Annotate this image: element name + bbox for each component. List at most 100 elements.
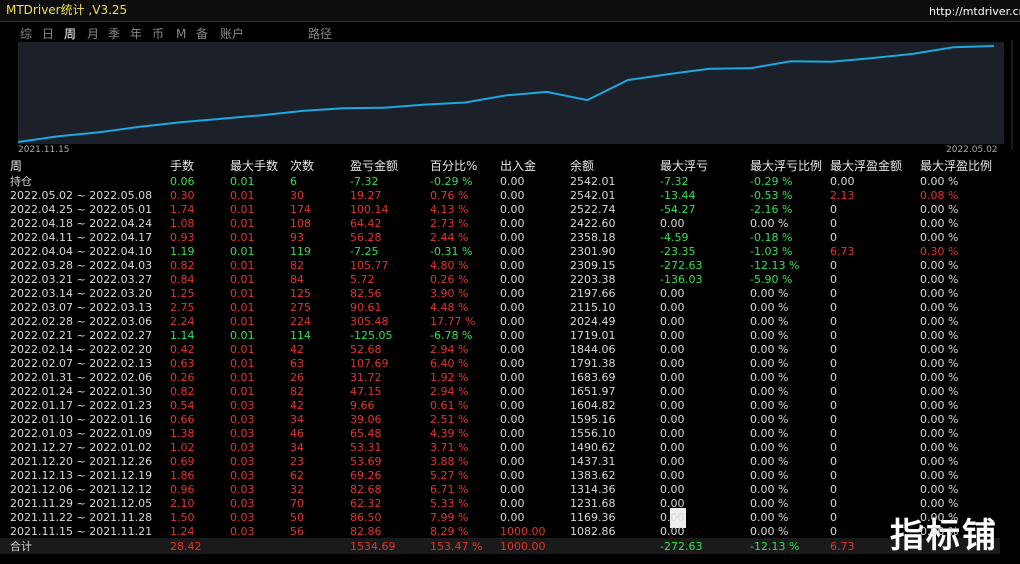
tab[interactable]: 路径 — [308, 27, 333, 41]
row-label: 2022.04.25 ~ 2022.05.01 — [10, 203, 153, 216]
tab[interactable]: M — [176, 27, 187, 41]
cell: 0.00 — [660, 497, 685, 510]
cell: 0.00 % — [750, 315, 789, 328]
cell: 0.03 — [230, 455, 255, 468]
cell: 2301.90 — [570, 245, 616, 258]
row-label: 2022.04.04 ~ 2022.04.10 — [10, 245, 153, 258]
cell: -0.18 % — [750, 231, 793, 244]
cell: 82.68 — [350, 483, 382, 496]
cell: 0 — [830, 441, 837, 454]
cell: 2.94 % — [430, 385, 469, 398]
cell: 0.00 % — [750, 287, 789, 300]
column-header: 余额 — [570, 159, 595, 173]
cell: 1000.00 — [500, 525, 546, 538]
cell: 9.66 — [350, 399, 375, 412]
cell: 0.00 % — [920, 455, 959, 468]
cell: 0 — [830, 287, 837, 300]
tab[interactable]: 综 — [20, 27, 33, 41]
cell: 3.90 % — [430, 287, 469, 300]
column-header: 最大浮亏比例 — [750, 159, 823, 173]
url: http://mtdriver.cn — [929, 5, 1020, 18]
total-cell: 153.47 % — [430, 540, 483, 553]
cell: 1.08 — [170, 217, 195, 230]
cell: 19.27 — [350, 189, 382, 202]
cell: 0.00 % — [920, 441, 959, 454]
cell: 0.00 — [660, 455, 685, 468]
cell: 82 — [290, 259, 304, 272]
tab[interactable]: 年 — [130, 27, 143, 41]
cell: 0.01 — [230, 343, 255, 356]
cell: 0.76 % — [430, 189, 469, 202]
cell: -0.31 % — [430, 245, 473, 258]
cell: 5.27 % — [430, 469, 469, 482]
total-cell: 1000.00 — [500, 540, 546, 553]
cell: 0.42 — [170, 343, 195, 356]
cell: 0.00 — [500, 371, 525, 384]
cell: 0 — [830, 399, 837, 412]
cell: 0.00 % — [750, 427, 789, 440]
cell: 1791.38 — [570, 357, 616, 370]
cell: 0.26 — [170, 371, 195, 384]
cell: 275 — [290, 301, 311, 314]
cell: 0 — [830, 497, 837, 510]
column-header: 最大浮盈金额 — [830, 159, 903, 173]
cell: 1.86 — [170, 469, 195, 482]
cell: 6.73 — [830, 245, 855, 258]
cell: 2197.66 — [570, 287, 616, 300]
cell: 0.00 — [500, 483, 525, 496]
cell: 0.00 — [660, 343, 685, 356]
cell: 0.00 % — [750, 413, 789, 426]
cell: 53.69 — [350, 455, 382, 468]
cell: 0.00 % — [750, 371, 789, 384]
cell: 0.00 — [500, 385, 525, 398]
cell: 0.26 % — [430, 273, 469, 286]
cell: 174 — [290, 203, 311, 216]
tab[interactable]: 币 — [152, 27, 165, 41]
cell: 0.30 — [170, 189, 195, 202]
row-label: 持仓 — [10, 175, 32, 188]
tab[interactable]: 日 — [42, 27, 55, 41]
cell: 0.00 % — [920, 217, 959, 230]
cell: 0.00 % — [920, 483, 959, 496]
cell: 0.00 % — [750, 441, 789, 454]
tab[interactable]: 账户 — [220, 27, 245, 41]
cell: 0.00 — [500, 427, 525, 440]
cell: 0.00 % — [920, 273, 959, 286]
cell: 0.93 — [170, 231, 195, 244]
cell: 0.00 % — [920, 525, 959, 538]
cell: 0 — [830, 511, 837, 524]
cell: 0.01 — [230, 357, 255, 370]
cell: 224 — [290, 315, 311, 328]
cell: 4.39 % — [430, 427, 469, 440]
cell: 0.00 — [500, 245, 525, 258]
cell: 86.50 — [350, 511, 382, 524]
tab[interactable]: 备 — [196, 27, 209, 41]
cell: 0 — [830, 385, 837, 398]
cell: 50 — [290, 511, 304, 524]
row-label: 2022.01.24 ~ 2022.01.30 — [10, 385, 153, 398]
cell: -0.53 % — [750, 189, 793, 202]
row-label: 2022.02.28 ~ 2022.03.06 — [10, 315, 153, 328]
cell: 62.32 — [350, 497, 382, 510]
cell: 0.03 — [230, 427, 255, 440]
tab[interactable]: 月 — [87, 27, 100, 41]
tab[interactable]: 季 — [108, 27, 121, 41]
cell: 0 — [830, 273, 837, 286]
row-label: 2021.12.20 ~ 2021.12.26 — [10, 455, 153, 468]
tab[interactable]: 周 — [64, 27, 77, 41]
cell: 0.54 — [170, 399, 195, 412]
cell: 0.30 % — [920, 245, 959, 258]
cell: 0.01 — [230, 245, 255, 258]
cell: -0.29 % — [750, 175, 793, 188]
cell: 0.00 — [500, 343, 525, 356]
cell: 3.71 % — [430, 441, 469, 454]
cell: -7.25 — [350, 245, 379, 258]
chart-panel — [18, 42, 1004, 144]
cell: 1.19 — [170, 245, 195, 258]
cell: 7.99 % — [430, 511, 469, 524]
chart-start-label: 2021.11.15 — [18, 145, 70, 155]
title: MTDriver统计 ,V3.25 — [6, 3, 128, 17]
cell: 42 — [290, 399, 304, 412]
total-cell: -272.63 — [660, 540, 703, 553]
cell: 65.48 — [350, 427, 382, 440]
